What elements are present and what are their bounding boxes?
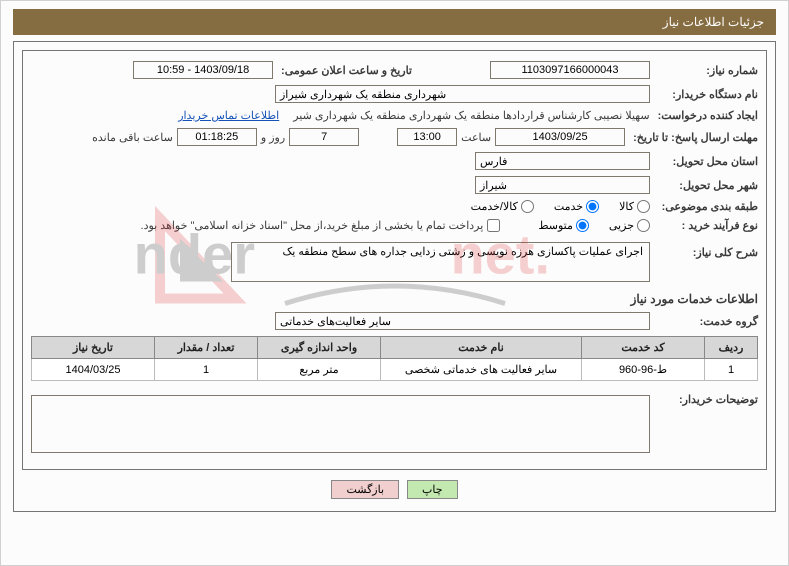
app-frame: جزئیات اطلاعات نیاز AriaTender .net شمار… xyxy=(0,0,789,566)
col-name: نام خدمت xyxy=(381,337,582,359)
buyer-notes-field xyxy=(31,395,650,453)
split-note: پرداخت تمام یا بخشی از مبلغ خرید،از محل … xyxy=(141,219,484,232)
category-label: طبقه بندی موضوعی: xyxy=(654,200,758,213)
radio-both[interactable] xyxy=(521,200,534,213)
radio-both-label: کالا/خدمت xyxy=(471,200,518,213)
page-title-bar: جزئیات اطلاعات نیاز xyxy=(13,9,776,35)
requester-name: سهیلا نصیبی کارشناس قراردادها منطقه یک ش… xyxy=(293,109,649,122)
deadline-label: مهلت ارسال پاسخ: تا تاریخ: xyxy=(629,131,758,144)
buyer-contact-link[interactable]: اطلاعات تماس خریدار xyxy=(178,109,279,122)
col-date: تاریخ نیاز xyxy=(32,337,155,359)
table-row: 1 ط-96-960 سایر فعالیت های خدماتی شخصی م… xyxy=(32,359,758,381)
announce-label: تاریخ و ساعت اعلان عمومی: xyxy=(277,64,412,77)
deadline-date-field: 1403/09/25 xyxy=(495,128,625,146)
col-code: کد خدمت xyxy=(582,337,705,359)
cell-row: 1 xyxy=(705,359,758,381)
radio-goods[interactable] xyxy=(637,200,650,213)
col-qty: تعداد / مقدار xyxy=(155,337,258,359)
city-field: شیراز xyxy=(475,176,650,194)
footer-buttons: چاپ بازگشت xyxy=(22,480,767,499)
buyer-org-label: نام دستگاه خریدار: xyxy=(654,88,758,101)
brief-field: اجرای عملیات پاکسازی هرزه نویسی و زشتی ز… xyxy=(231,242,650,282)
cell-unit: متر مربع xyxy=(258,359,381,381)
cell-qty: 1 xyxy=(155,359,258,381)
buyer-org-field: شهرداری منطقه یک شهرداری شیراز xyxy=(275,85,650,103)
back-button[interactable]: بازگشت xyxy=(331,480,399,499)
deadline-remain-field: 01:18:25 xyxy=(177,128,257,146)
deadline-time-field: 13:00 xyxy=(397,128,457,146)
print-button[interactable]: چاپ xyxy=(407,480,458,499)
service-group-field: سایر فعالیت‌های خدماتی xyxy=(275,312,650,330)
need-number-label: شماره نیاز: xyxy=(654,64,758,77)
days-suffix: روز و xyxy=(261,131,285,144)
radio-service-label: خدمت xyxy=(554,200,583,213)
table-header-row: ردیف کد خدمت نام خدمت واحد اندازه گیری ت… xyxy=(32,337,758,359)
radio-goods-label: کالا xyxy=(619,200,634,213)
cell-name: سایر فعالیت های خدماتی شخصی xyxy=(381,359,582,381)
brief-label: شرح کلی نیاز: xyxy=(654,242,758,259)
page-title: جزئیات اطلاعات نیاز xyxy=(663,15,764,29)
deadline-days-field: 7 xyxy=(289,128,359,146)
radio-service[interactable] xyxy=(586,200,599,213)
col-row: ردیف xyxy=(705,337,758,359)
inner-panel: AriaTender .net شماره نیاز: 110309716600… xyxy=(22,50,767,470)
services-table: ردیف کد خدمت نام خدمت واحد اندازه گیری ت… xyxy=(31,336,758,381)
process-label: نوع فرآیند خرید : xyxy=(654,219,758,232)
service-group-label: گروه خدمت: xyxy=(654,315,758,328)
radio-minor[interactable] xyxy=(637,219,650,232)
announce-field: 1403/09/18 - 10:59 xyxy=(133,61,273,79)
category-radio-group: کالا خدمت کالا/خدمت xyxy=(471,200,650,213)
outer-panel: AriaTender .net شماره نیاز: 110309716600… xyxy=(13,41,776,512)
col-unit: واحد اندازه گیری xyxy=(258,337,381,359)
service-info-title: اطلاعات خدمات مورد نیاز xyxy=(31,292,758,306)
radio-minor-label: جزیی xyxy=(609,219,634,232)
notes-label: توضیحات خریدار: xyxy=(654,389,758,406)
province-field: فارس xyxy=(475,152,650,170)
cell-date: 1404/03/25 xyxy=(32,359,155,381)
cell-code: ط-96-960 xyxy=(582,359,705,381)
radio-medium-label: متوسط xyxy=(538,219,573,232)
split-payment-checkbox[interactable] xyxy=(487,219,500,232)
process-radio-group: جزیی متوسط xyxy=(538,219,650,232)
radio-medium[interactable] xyxy=(576,219,589,232)
city-label: شهر محل تحویل: xyxy=(654,179,758,192)
remain-suffix: ساعت باقی مانده xyxy=(92,131,173,144)
time-word: ساعت xyxy=(461,131,491,144)
province-label: استان محل تحویل: xyxy=(654,155,758,168)
need-number-field: 1103097166000043 xyxy=(490,61,650,79)
requester-label: ایجاد کننده درخواست: xyxy=(654,109,758,122)
